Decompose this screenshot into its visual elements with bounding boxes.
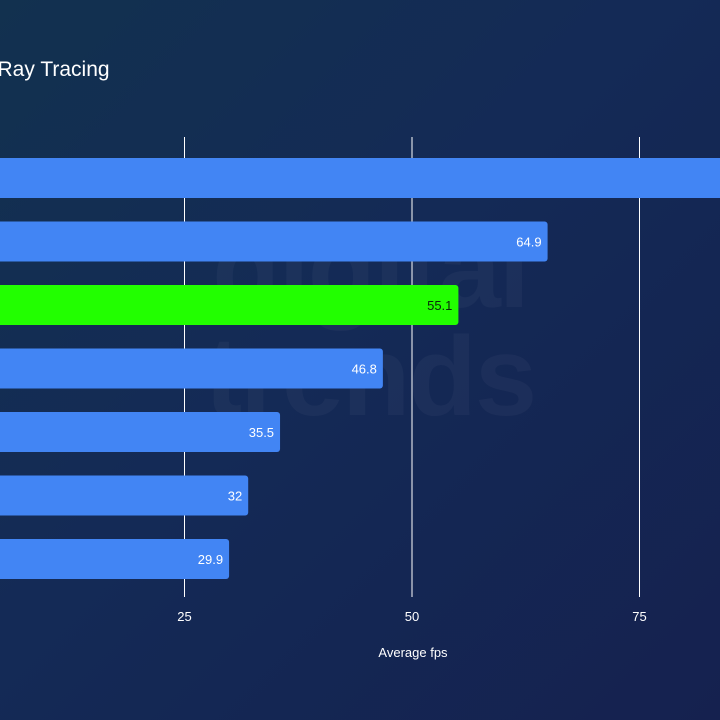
bar-value-label-2: 64.9 [516, 235, 541, 250]
bar-5 [0, 412, 281, 452]
x-tick-label-50: 50 [405, 609, 419, 624]
bar-4 [0, 348, 383, 389]
bar-3 [0, 285, 459, 325]
x-tick-label-25: 25 [177, 609, 191, 624]
bar-value-label-7: 29.9 [198, 552, 223, 567]
bar-1 [0, 158, 720, 198]
bar-6 [0, 475, 249, 516]
bar-2 [0, 221, 548, 262]
x-axis-label: Average fps [378, 645, 448, 660]
bars [0, 158, 720, 579]
bar-value-label-4: 46.8 [352, 362, 377, 377]
bar-value-label-3: 55.1 [427, 298, 452, 313]
x-axis-tick-labels: 25 50 75 [177, 609, 646, 624]
bar-value-labels: 64.9 55.1 46.8 35.5 32 29.9 [198, 235, 542, 568]
chart-title: 4K Ray Tracing [0, 58, 110, 81]
bar-value-label-6: 32 [228, 489, 242, 504]
x-tick-label-75: 75 [632, 609, 646, 624]
bar-value-label-5: 35.5 [249, 425, 274, 440]
bar-7 [0, 539, 230, 579]
